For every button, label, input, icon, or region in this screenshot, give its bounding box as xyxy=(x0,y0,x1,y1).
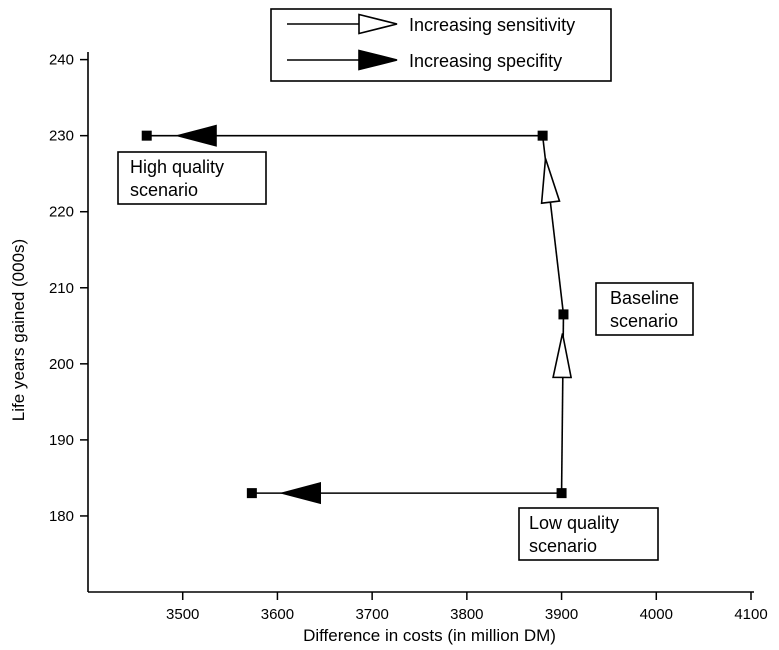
x-tick-label: 3600 xyxy=(261,606,294,623)
legend-box xyxy=(270,8,612,82)
y-tick-label: 230 xyxy=(49,128,74,145)
annotation-box xyxy=(595,282,694,336)
legend-entry: Increasing sensitivity xyxy=(287,13,575,35)
annotation-line: scenario xyxy=(529,536,597,556)
annotation-box xyxy=(518,507,659,561)
open-arrowhead xyxy=(540,158,561,205)
data-point xyxy=(246,488,257,499)
filled-arrowhead xyxy=(358,49,398,71)
x-ticks: 3500 3600 3700 3800 3900 4000 4100 xyxy=(166,592,768,623)
y-tick-label: 200 xyxy=(49,356,74,373)
data-point xyxy=(556,488,567,499)
y-tick-label: 220 xyxy=(49,204,74,221)
filled-arrowhead xyxy=(174,124,217,147)
y-tick-label: 240 xyxy=(49,52,74,69)
data-markers xyxy=(141,130,569,499)
high-quality-label: High quality scenario xyxy=(117,151,267,205)
x-tick-label: 3500 xyxy=(166,606,199,623)
annotation-line: scenario xyxy=(610,311,678,331)
x-axis-title: Difference in costs (in million DM) xyxy=(303,626,556,645)
annotation-line: High quality xyxy=(130,157,224,177)
y-tick-label: 180 xyxy=(49,508,74,525)
x-tick-label: 3800 xyxy=(450,606,483,623)
data-point xyxy=(141,130,152,141)
x-tick-label: 4000 xyxy=(640,606,673,623)
y-axis-title: Life years gained (000s) xyxy=(9,239,28,421)
open-arrowhead xyxy=(358,13,398,35)
y-ticks: 180 190 200 210 220 230 240 xyxy=(49,52,88,525)
legend-entry: Increasing specifity xyxy=(287,49,562,71)
data-point xyxy=(537,130,548,141)
data-segments xyxy=(146,124,573,505)
baseline-label: Baseline scenario xyxy=(595,282,694,336)
x-tick-label: 4100 xyxy=(734,606,767,623)
axes xyxy=(87,52,754,593)
data-point xyxy=(558,309,569,320)
annotation-box xyxy=(117,151,267,205)
filled-arrowhead xyxy=(279,482,322,505)
x-tick-label: 3900 xyxy=(545,606,578,623)
y-tick-label: 190 xyxy=(49,432,74,449)
annotation-line: Low quality xyxy=(529,513,619,533)
x-tick-label: 3700 xyxy=(355,606,388,623)
low-quality-label: Low quality scenario xyxy=(518,507,659,561)
annotation-line: scenario xyxy=(130,180,198,200)
y-tick-label: 210 xyxy=(49,280,74,297)
annotation-line: Baseline xyxy=(610,288,679,308)
annotations: High qualityscenarioBaselinescenarioLow … xyxy=(117,151,694,561)
open-arrowhead xyxy=(552,333,573,379)
legend: Increasing sensitivity Increasing specifi… xyxy=(270,8,612,82)
legend-label: Increasing sensitivity xyxy=(409,15,575,35)
legend-label: Increasing specifity xyxy=(409,51,562,71)
